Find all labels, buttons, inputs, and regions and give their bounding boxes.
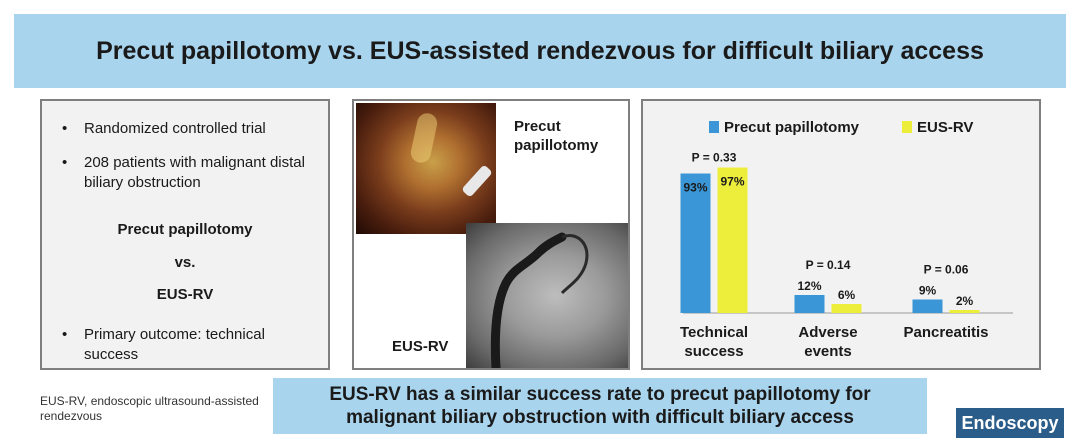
footnote-text: EUS-RV, endoscopic ultrasound-assisted r… <box>40 394 259 423</box>
bar-2-2 <box>831 304 862 313</box>
bullet-trial-type: Randomized controlled trial <box>62 119 312 139</box>
page-title: Precut papillotomy vs. EUS-assisted rend… <box>96 36 984 65</box>
precut-image-label: Precut papillotomy <box>514 118 599 154</box>
category-label-1: Technical success <box>680 324 748 360</box>
data-label-1-3: 9% <box>919 284 937 298</box>
category-label-3: Pancreatitis <box>903 324 988 341</box>
bar-2-1 <box>717 167 748 313</box>
papilla-highlight <box>409 111 439 165</box>
journal-logo: Endoscopy <box>956 408 1064 438</box>
conclusion-text: EUS-RV has a similar success rate to pre… <box>329 384 871 428</box>
legend-swatch-2 <box>902 121 912 133</box>
bullet-primary-outcome: Primary outcome: technical success <box>62 325 312 365</box>
comparison-arm-b: EUS-RV <box>156 286 214 303</box>
bar-2-3 <box>949 310 980 313</box>
images-panel: Precut papillotomy EUS-RV <box>352 99 630 370</box>
p-value-3: P = 0.06 <box>924 263 969 277</box>
eus-rv-image-label: EUS-RV <box>392 338 449 355</box>
bar-1-1 <box>680 173 711 313</box>
title-banner: Precut papillotomy vs. EUS-assisted rend… <box>14 14 1066 88</box>
p-value-1: P = 0.33 <box>692 151 737 165</box>
data-label-2-3: 2% <box>956 294 974 308</box>
data-label-2-2: 6% <box>838 288 856 302</box>
category-label-2: Adverse events <box>798 324 857 360</box>
guidewire-drawing <box>490 232 589 368</box>
p-value-2: P = 0.14 <box>806 258 851 272</box>
study-design-panel: Randomized controlled trial 208 patients… <box>40 99 330 370</box>
legend-label-2: EUS-RV <box>917 119 973 136</box>
fluoroscopy-image <box>466 223 628 368</box>
legend-swatch-1 <box>709 121 719 133</box>
needle-knife-tip <box>461 164 493 198</box>
abbreviation-footnote: EUS-RV, endoscopic ultrasound-assisted r… <box>40 394 270 424</box>
comparison-arm-a: Precut papillotomy <box>117 221 253 238</box>
data-label-1-1: 93% <box>683 181 707 195</box>
results-bar-chart: Precut papillotomy EUS-RV 93% 97% P = 0.33 Te… <box>680 119 1013 360</box>
data-label-1-2: 12% <box>797 279 821 293</box>
bar-1-3 <box>912 299 943 313</box>
legend-label-1: Precut papillotomy <box>724 119 860 136</box>
bullet-patients: 208 patients with malignant distal bilia… <box>62 153 312 193</box>
results-chart-panel: Precut papillotomy EUS-RV 93% 97% P = 0.33 Te… <box>641 99 1041 370</box>
journal-logo-text: Endoscopy <box>961 412 1059 433</box>
bar-1-2 <box>794 295 825 313</box>
data-label-2-1: 97% <box>720 175 744 189</box>
conclusion-banner: EUS-RV has a similar success rate to pre… <box>273 378 927 434</box>
endoscopic-image <box>356 103 496 234</box>
comparison-vs: vs. <box>174 254 196 271</box>
